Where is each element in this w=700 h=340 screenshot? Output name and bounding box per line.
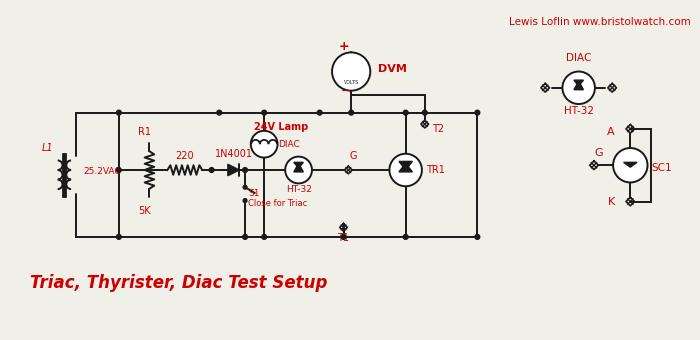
Circle shape	[262, 235, 267, 239]
Circle shape	[422, 110, 427, 115]
Circle shape	[349, 110, 354, 115]
Text: TR1: TR1	[426, 165, 444, 175]
Circle shape	[389, 154, 422, 186]
Circle shape	[243, 185, 247, 189]
Circle shape	[243, 199, 247, 203]
Text: T1: T1	[337, 233, 349, 243]
Text: L1: L1	[41, 143, 53, 153]
Text: Lewis Loflin www.bristolwatch.com: Lewis Loflin www.bristolwatch.com	[509, 17, 690, 27]
Circle shape	[613, 148, 648, 183]
Circle shape	[262, 110, 267, 115]
Text: Triac, Thyrister, Diac Test Setup: Triac, Thyrister, Diac Test Setup	[30, 274, 328, 292]
Text: A: A	[608, 127, 615, 137]
Text: HT-32: HT-32	[564, 106, 594, 116]
Text: DIAC: DIAC	[278, 140, 300, 149]
Circle shape	[403, 110, 408, 115]
Circle shape	[116, 110, 121, 115]
Polygon shape	[574, 81, 584, 90]
Circle shape	[341, 235, 346, 239]
Text: 1N4001: 1N4001	[215, 149, 253, 159]
Text: T2: T2	[433, 124, 445, 134]
Text: R1: R1	[138, 127, 151, 137]
Text: VOLTS: VOLTS	[344, 80, 359, 85]
Polygon shape	[624, 163, 637, 167]
Circle shape	[562, 71, 595, 104]
Circle shape	[285, 157, 312, 183]
Polygon shape	[399, 162, 412, 170]
Circle shape	[475, 235, 480, 239]
Circle shape	[332, 52, 370, 91]
Circle shape	[209, 168, 214, 172]
Text: G: G	[349, 151, 357, 160]
Text: HT-32: HT-32	[286, 185, 312, 194]
Circle shape	[317, 110, 322, 115]
Circle shape	[243, 235, 247, 239]
Circle shape	[243, 168, 247, 172]
Text: G: G	[594, 148, 603, 158]
Text: S1: S1	[248, 189, 260, 199]
Circle shape	[116, 235, 121, 239]
Text: 5K: 5K	[139, 206, 151, 216]
Text: +: +	[338, 40, 349, 53]
Text: 25.2VAC: 25.2VAC	[83, 167, 121, 176]
Polygon shape	[228, 164, 239, 176]
Polygon shape	[294, 163, 303, 168]
Circle shape	[116, 168, 121, 172]
Circle shape	[251, 131, 278, 157]
Text: 220: 220	[176, 151, 194, 160]
Circle shape	[475, 110, 480, 115]
Polygon shape	[294, 163, 303, 172]
Text: DVM: DVM	[378, 64, 407, 74]
Text: DIAC: DIAC	[566, 53, 592, 63]
Polygon shape	[399, 163, 412, 172]
Polygon shape	[574, 80, 584, 86]
Circle shape	[217, 110, 222, 115]
Text: SC1: SC1	[651, 163, 672, 173]
Text: 24V Lamp: 24V Lamp	[254, 122, 309, 132]
Text: −: −	[341, 85, 351, 98]
Text: K: K	[608, 197, 615, 206]
Circle shape	[403, 235, 408, 239]
Text: Close for Triac: Close for Triac	[248, 199, 307, 208]
